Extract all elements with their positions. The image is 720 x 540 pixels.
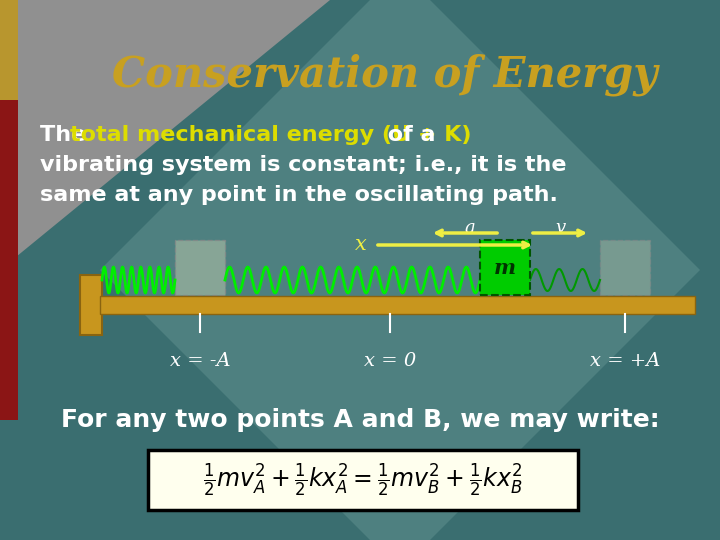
Text: For any two points A and B, we may write:: For any two points A and B, we may write… [60, 408, 660, 432]
Bar [480, 240, 530, 295]
Text: $\mathit{\frac{1}{2}mv_A^{2} + \frac{1}{2}kx_A^{2} = \frac{1}{2}mv_B^{2} + \frac: $\mathit{\frac{1}{2}mv_A^{2} + \frac{1}{… [203, 461, 523, 498]
Text: x = +A: x = +A [590, 352, 660, 370]
Text: x: x [355, 235, 366, 254]
FancyBboxPatch shape [148, 450, 578, 510]
Text: of a: of a [380, 125, 436, 145]
Bar [0, 100, 18, 420]
Text: m: m [494, 258, 516, 278]
Bar [0, 0, 18, 100]
Bar [80, 275, 102, 335]
Polygon shape [0, 0, 330, 270]
Polygon shape [100, 0, 700, 540]
Bar [175, 240, 225, 295]
Bar [100, 296, 695, 314]
Text: v: v [555, 219, 565, 237]
Text: total mechanical energy (U + K): total mechanical energy (U + K) [70, 125, 472, 145]
Text: The: The [40, 125, 94, 145]
Text: same at any point in the oscillating path.: same at any point in the oscillating pat… [40, 185, 558, 205]
Bar [600, 240, 650, 295]
Text: a: a [464, 219, 475, 237]
Text: x = -A: x = -A [170, 352, 230, 370]
Text: x = 0: x = 0 [364, 352, 416, 370]
Text: vibrating system is constant; i.e., it is the: vibrating system is constant; i.e., it i… [40, 155, 567, 175]
Text: Conservation of Energy: Conservation of Energy [112, 54, 657, 96]
